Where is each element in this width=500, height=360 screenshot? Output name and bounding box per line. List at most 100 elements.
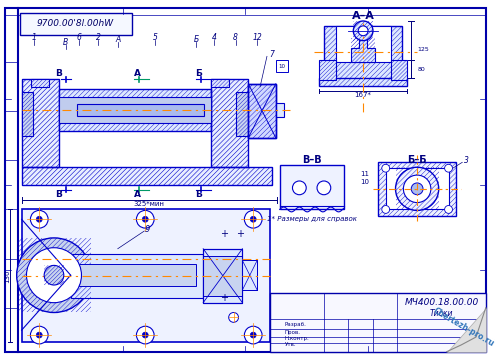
Bar — [211, 79, 248, 167]
Bar — [276, 103, 283, 117]
Bar — [44, 265, 64, 285]
Bar — [324, 26, 402, 80]
Bar — [211, 79, 248, 167]
Bar — [319, 60, 336, 80]
Bar — [16, 238, 92, 312]
Bar — [16, 238, 92, 312]
Bar — [203, 256, 242, 296]
Bar — [22, 167, 272, 185]
Bar — [59, 89, 211, 131]
Bar — [396, 167, 438, 211]
Bar — [211, 79, 228, 87]
Bar — [22, 167, 272, 185]
Bar — [22, 167, 272, 185]
Bar — [211, 79, 248, 167]
Bar — [22, 167, 272, 185]
Bar — [22, 92, 34, 136]
Bar — [22, 167, 272, 185]
Bar — [16, 238, 92, 312]
Bar — [378, 162, 456, 216]
Bar — [16, 238, 92, 312]
Circle shape — [16, 238, 92, 312]
Bar — [22, 167, 272, 185]
Bar — [22, 167, 272, 185]
Bar — [59, 89, 211, 131]
Bar — [22, 92, 34, 136]
Bar — [44, 265, 64, 285]
Bar — [236, 92, 248, 136]
Bar — [59, 89, 211, 131]
Bar — [319, 60, 336, 80]
Bar — [324, 26, 402, 80]
Bar — [22, 79, 59, 167]
Bar — [22, 79, 59, 167]
Bar — [59, 89, 211, 131]
Bar — [378, 162, 456, 216]
Bar — [236, 92, 248, 136]
Circle shape — [136, 326, 154, 344]
Bar — [236, 92, 248, 136]
Bar — [22, 167, 272, 185]
Bar — [22, 167, 272, 185]
Bar — [378, 162, 456, 216]
Bar — [211, 79, 248, 167]
Bar — [16, 238, 92, 312]
Bar — [44, 265, 64, 285]
Bar — [22, 167, 272, 185]
Text: +: + — [220, 293, 228, 303]
Circle shape — [250, 332, 256, 338]
Text: Утв.: Утв. — [284, 342, 296, 347]
Bar — [378, 162, 456, 216]
Bar — [396, 167, 438, 211]
Bar — [319, 60, 336, 80]
Bar — [324, 26, 402, 80]
Bar — [59, 89, 211, 131]
Bar — [378, 162, 456, 216]
Bar — [22, 79, 59, 167]
Bar — [211, 79, 248, 167]
Bar — [280, 165, 344, 210]
Bar — [319, 60, 336, 80]
Bar — [22, 79, 59, 167]
Bar — [242, 261, 257, 290]
Bar — [59, 89, 211, 131]
Bar — [396, 167, 438, 211]
Bar — [211, 79, 228, 87]
Bar — [319, 78, 408, 86]
Bar — [22, 92, 34, 136]
Bar — [248, 84, 276, 138]
Bar — [22, 167, 272, 185]
Circle shape — [44, 265, 64, 285]
Bar — [248, 84, 276, 138]
Bar — [59, 89, 211, 131]
Bar — [324, 26, 402, 80]
Bar — [22, 167, 272, 185]
Bar — [319, 78, 408, 86]
Bar — [16, 238, 92, 312]
Bar — [396, 167, 438, 211]
Bar — [211, 79, 248, 167]
Text: 8: 8 — [233, 33, 238, 42]
Bar — [22, 92, 34, 136]
Bar — [16, 238, 92, 312]
Bar — [22, 92, 34, 136]
Bar — [324, 26, 402, 80]
Bar — [378, 162, 456, 216]
Bar — [32, 79, 49, 87]
Bar — [16, 238, 92, 312]
Bar — [396, 167, 438, 211]
Text: B: B — [56, 68, 62, 77]
Bar — [324, 26, 402, 80]
Bar — [390, 60, 407, 80]
Bar — [16, 238, 92, 312]
Bar — [59, 89, 211, 131]
Bar — [248, 84, 276, 138]
Bar — [319, 78, 408, 86]
Bar — [22, 79, 59, 167]
Bar — [236, 92, 248, 136]
Bar — [319, 78, 408, 86]
Bar — [22, 167, 272, 185]
Bar — [59, 89, 211, 131]
Bar — [22, 167, 272, 185]
Bar — [390, 60, 407, 80]
